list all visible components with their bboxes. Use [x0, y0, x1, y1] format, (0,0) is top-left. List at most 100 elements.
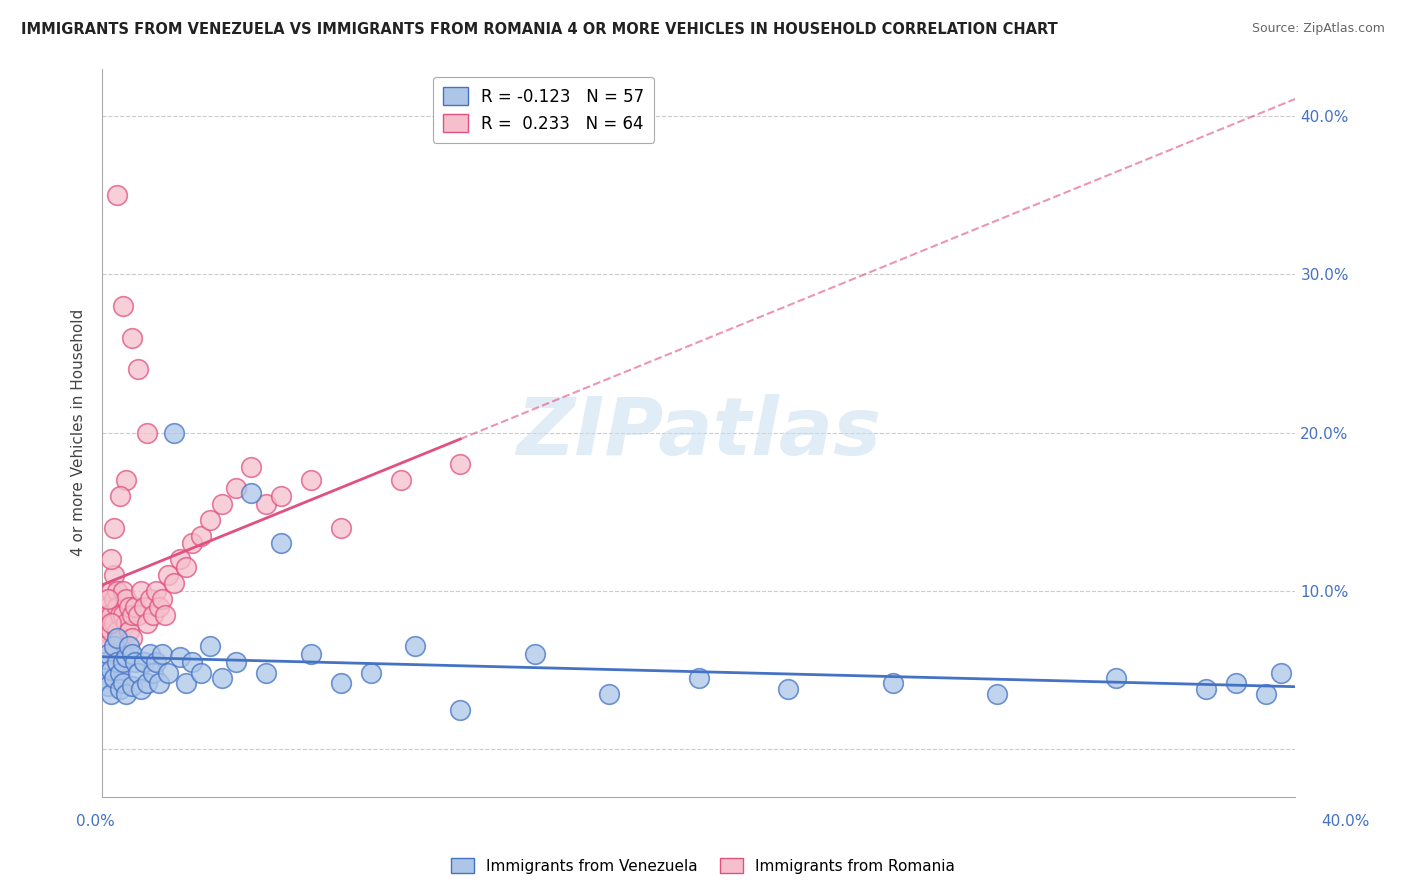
Point [404, 640, 426, 654]
Point [198, 640, 221, 654]
Point [94, 671, 117, 685]
Point [240, 485, 263, 500]
Point [127, 666, 149, 681]
Point [103, 647, 125, 661]
Point [132, 655, 155, 669]
Point [145, 655, 167, 669]
Point [108, 489, 131, 503]
Point [136, 425, 159, 440]
Point [148, 675, 170, 690]
Point [97, 591, 120, 606]
Point [127, 362, 149, 376]
Point [94, 640, 117, 654]
Point [115, 473, 138, 487]
Point [449, 703, 471, 717]
Point [299, 473, 322, 487]
Point [118, 599, 141, 614]
Point [986, 687, 1008, 701]
Point [94, 655, 117, 669]
Point [150, 647, 173, 661]
Point [100, 552, 122, 566]
Text: 40.0%: 40.0% [1322, 814, 1369, 829]
Point [299, 647, 322, 661]
Point [1195, 682, 1218, 697]
Point [156, 666, 179, 681]
Point [105, 583, 128, 598]
Point [254, 497, 277, 511]
Point [882, 675, 904, 690]
Point [180, 655, 202, 669]
Point [121, 632, 143, 646]
Point [115, 591, 138, 606]
Point [139, 591, 162, 606]
Point [129, 682, 152, 697]
Point [103, 671, 125, 685]
Point [329, 520, 352, 534]
Point [523, 647, 546, 661]
Point [198, 513, 221, 527]
Point [190, 666, 212, 681]
Point [105, 188, 128, 202]
Point [103, 568, 125, 582]
Point [108, 671, 131, 685]
Point [115, 650, 138, 665]
Point [190, 528, 212, 542]
Point [139, 647, 162, 661]
Point [112, 607, 135, 622]
Point [1225, 675, 1247, 690]
Point [688, 671, 710, 685]
Point [124, 599, 146, 614]
Point [360, 666, 382, 681]
Point [136, 675, 159, 690]
Point [100, 624, 122, 638]
Point [121, 647, 143, 661]
Point [778, 682, 800, 697]
Point [112, 299, 135, 313]
Text: Source: ZipAtlas.com: Source: ZipAtlas.com [1251, 22, 1385, 36]
Point [156, 568, 179, 582]
Y-axis label: 4 or more Vehicles in Household: 4 or more Vehicles in Household [72, 309, 86, 557]
Point [97, 647, 120, 661]
Point [225, 655, 247, 669]
Point [270, 489, 292, 503]
Point [145, 583, 167, 598]
Point [118, 640, 141, 654]
Point [112, 655, 135, 669]
Point [329, 675, 352, 690]
Point [163, 425, 186, 440]
Point [97, 679, 120, 693]
Point [174, 675, 197, 690]
Point [108, 632, 131, 646]
Point [148, 599, 170, 614]
Point [240, 460, 263, 475]
Point [163, 576, 186, 591]
Point [103, 615, 125, 630]
Point [97, 599, 120, 614]
Point [103, 591, 125, 606]
Point [1254, 687, 1277, 701]
Point [103, 520, 125, 534]
Point [449, 457, 471, 471]
Point [180, 536, 202, 550]
Point [254, 666, 277, 681]
Point [142, 666, 165, 681]
Text: ZIPatlas: ZIPatlas [516, 393, 882, 472]
Point [389, 473, 412, 487]
Point [174, 560, 197, 574]
Point [100, 607, 122, 622]
Point [115, 687, 138, 701]
Legend: R = -0.123   N = 57, R =  0.233   N = 64: R = -0.123 N = 57, R = 0.233 N = 64 [433, 77, 654, 143]
Text: 0.0%: 0.0% [76, 814, 115, 829]
Point [121, 331, 143, 345]
Point [112, 675, 135, 690]
Point [127, 607, 149, 622]
Point [97, 607, 120, 622]
Point [225, 481, 247, 495]
Point [124, 655, 146, 669]
Point [108, 682, 131, 697]
Point [94, 615, 117, 630]
Point [153, 607, 176, 622]
Point [105, 632, 128, 646]
Point [112, 583, 135, 598]
Point [129, 583, 152, 598]
